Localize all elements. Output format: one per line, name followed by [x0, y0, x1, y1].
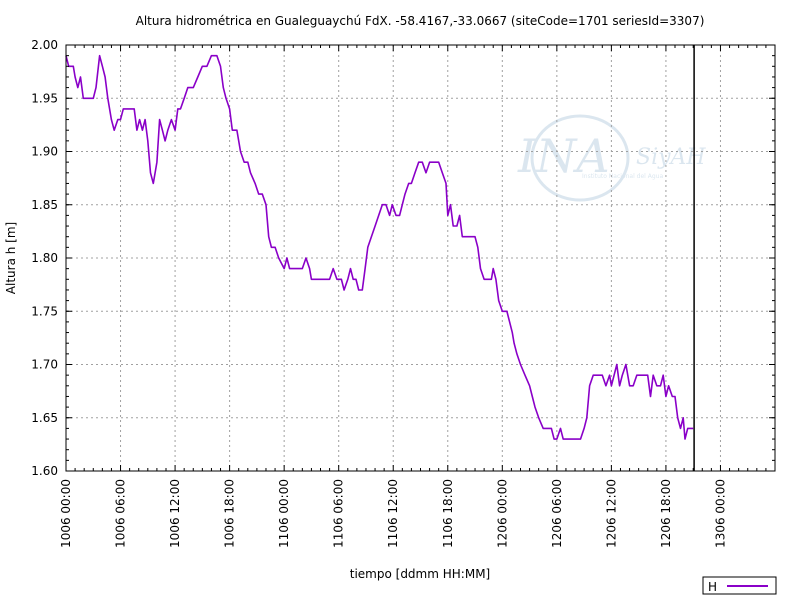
series-line-H [65, 54, 694, 440]
x-tick-label: 1206 18:00 [659, 479, 673, 548]
x-tick-label: 1006 06:00 [114, 479, 128, 548]
watermark-logo: INA SiyAH Instituto Nacional del Agua [517, 114, 706, 202]
y-tick-label: 2.00 [31, 38, 58, 52]
y-tick-label: 1.80 [31, 251, 58, 265]
y-tick-labels: 1.60 1.65 1.70 1.75 1.80 1.85 1.90 1.95 2.00 [31, 38, 58, 478]
x-tick-label: 1106 12:00 [386, 479, 400, 548]
x-tick-label: 1306 00:00 [713, 479, 727, 548]
y-tick-label: 1.65 [31, 411, 58, 425]
x-tick-label: 1106 06:00 [332, 479, 346, 548]
x-tick-label: 1106 00:00 [277, 479, 291, 548]
y-axis-label: Altura h [m] [4, 222, 18, 294]
y-tick-label: 1.90 [31, 145, 58, 159]
x-tick-label: 1006 18:00 [223, 479, 237, 548]
x-tick-label: 1006 00:00 [59, 479, 73, 548]
watermark-ina: INA [517, 129, 610, 183]
y-tick-label: 1.75 [31, 304, 58, 318]
series-group [65, 54, 694, 440]
legend: H [702, 576, 777, 595]
watermark-siyah: SiyAH [636, 145, 706, 170]
x-tick-label: 1206 12:00 [604, 479, 618, 548]
x-axis-label: tiempo [ddmm HH:MM] [350, 567, 490, 581]
y-tick-label: 1.70 [31, 358, 58, 372]
x-tick-label: 1206 00:00 [495, 479, 509, 548]
x-tick-labels: 1006 00:00 1006 06:00 1006 12:00 1006 18:00… [59, 479, 727, 548]
x-tick-label: 1106 18:00 [441, 479, 455, 548]
y-tick-label: 1.85 [31, 198, 58, 212]
y-tick-label: 1.95 [31, 91, 58, 105]
legend-label: H [708, 580, 717, 594]
watermark-subtitle: Instituto Nacional del Agua [582, 173, 663, 180]
x-tick-label: 1206 06:00 [550, 479, 564, 548]
chart-title: Altura hidrométrica en Gualeguaychú FdX.… [136, 14, 705, 28]
x-tick-label: 1006 12:00 [168, 479, 182, 548]
axis-ticks [65, 44, 775, 472]
y-tick-label: 1.60 [31, 464, 58, 478]
grid [65, 45, 775, 471]
